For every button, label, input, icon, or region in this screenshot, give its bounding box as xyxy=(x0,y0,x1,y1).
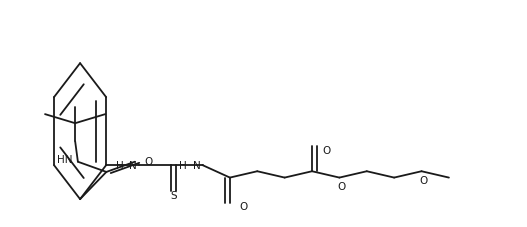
Text: HN: HN xyxy=(57,155,72,165)
Text: O: O xyxy=(337,181,345,191)
Text: O: O xyxy=(322,145,330,155)
Text: O: O xyxy=(419,175,427,185)
Text: O: O xyxy=(145,156,153,166)
Text: N: N xyxy=(193,160,200,170)
Text: O: O xyxy=(240,201,248,211)
Text: N: N xyxy=(129,160,137,170)
Text: H: H xyxy=(116,160,124,170)
Text: S: S xyxy=(170,190,177,200)
Text: H: H xyxy=(180,160,187,170)
